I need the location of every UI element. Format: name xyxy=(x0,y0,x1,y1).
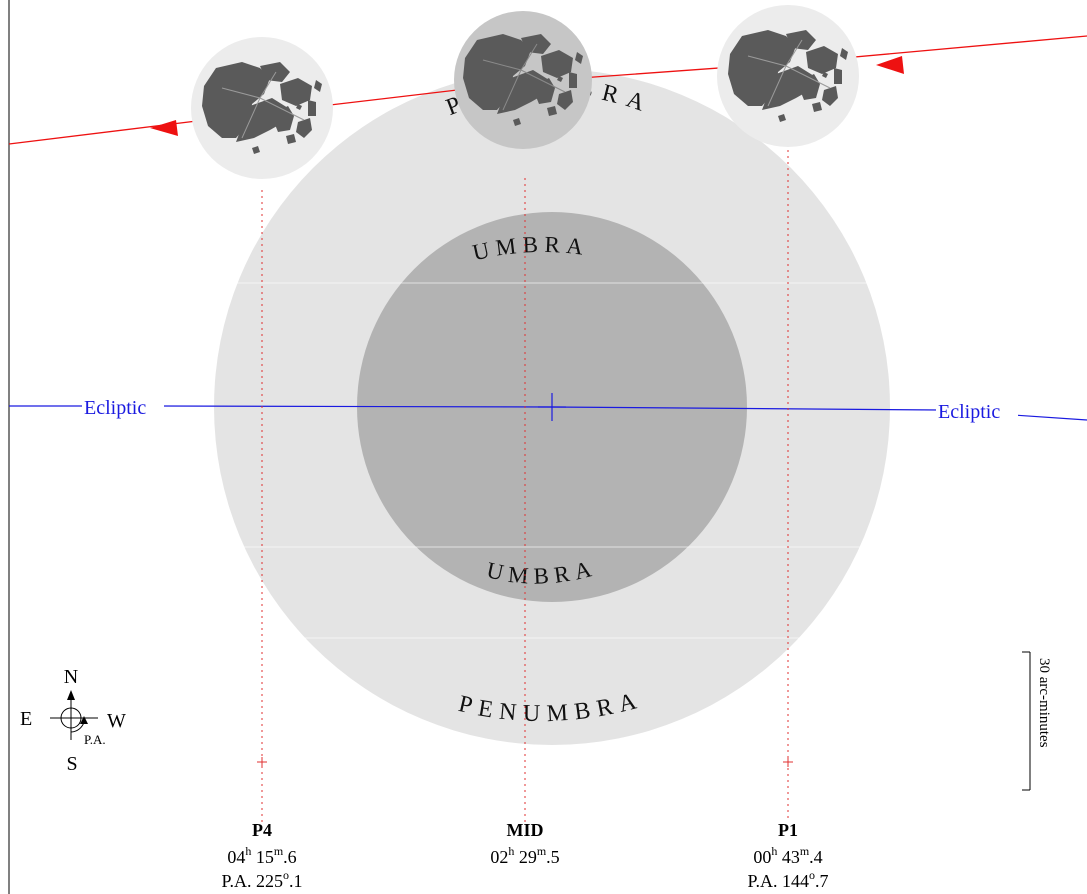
contact-time: 02h 29m.5 xyxy=(490,844,559,867)
compass-north: N xyxy=(64,666,78,688)
contact-pa: P.A. 225o.1 xyxy=(221,868,302,891)
ecliptic-left-label: Ecliptic xyxy=(84,397,146,419)
moon-p1 xyxy=(717,5,859,147)
compass-south: S xyxy=(66,753,77,775)
contact-name: P4 xyxy=(252,820,272,840)
contact-p4: P4 04h 15m.6 P.A. 225o.1 xyxy=(221,820,302,891)
moon-p4 xyxy=(191,37,333,179)
moon-path-arrow xyxy=(150,120,178,136)
scale-label: 30 arc-minutes xyxy=(1036,658,1052,748)
compass-east: E xyxy=(20,708,32,730)
ecliptic-label-bg xyxy=(936,398,1018,422)
ecliptic-right-label: Ecliptic xyxy=(938,401,1000,423)
moon-mid xyxy=(454,11,592,149)
compass-rose: N S E W P.A. xyxy=(20,666,126,775)
contact-time: 00h 43m.4 xyxy=(753,844,822,867)
contact-time: 04h 15m.6 xyxy=(227,844,296,867)
contact-name: MID xyxy=(507,820,544,840)
moon-path-arrow xyxy=(876,56,904,74)
contact-mid: MID 02h 29m.5 xyxy=(490,820,559,867)
contact-p1: P1 00h 43m.4 P.A. 144o.7 xyxy=(747,820,828,891)
scale-bar: 30 arc-minutes xyxy=(1022,651,1052,791)
ecliptic-label-bg xyxy=(82,394,164,418)
contact-pa: P.A. 144o.7 xyxy=(747,868,828,891)
contact-name: P1 xyxy=(778,820,798,840)
north-arrow-icon xyxy=(67,690,75,700)
compass-pa: P.A. xyxy=(84,732,106,747)
compass-west: W xyxy=(107,710,126,732)
